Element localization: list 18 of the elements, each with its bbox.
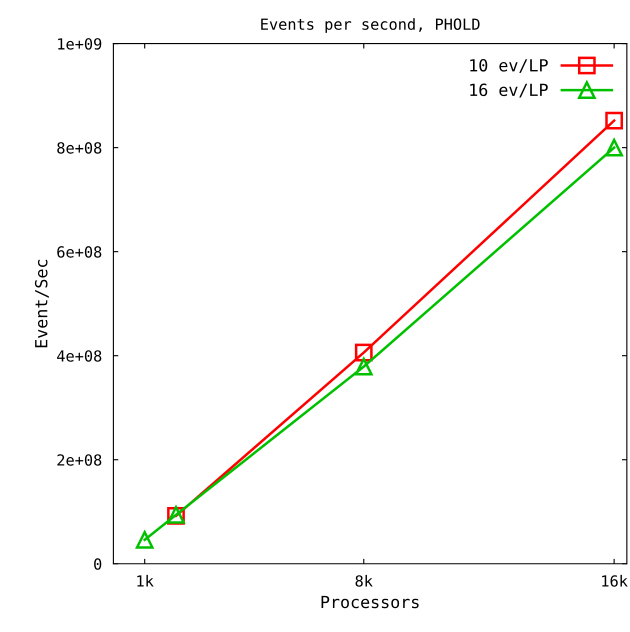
x-tick-label: 1k — [137, 574, 154, 587]
point — [605, 112, 624, 130]
y-tick-label: 4e+08 — [57, 350, 102, 362]
y-tick-label: 0 — [94, 558, 102, 570]
y-tick-label: 8e+08 — [57, 142, 102, 154]
point — [136, 530, 154, 549]
legend-label: 10 ev/LP — [470, 58, 548, 73]
legend-label: 16 ev/LP — [470, 84, 548, 98]
y-tick-label: 2e+08 — [57, 454, 102, 466]
x-tick-label: 8k — [356, 574, 373, 587]
x-tick-label: 16k — [602, 574, 628, 587]
y-tick-label: 6e+08 — [57, 246, 102, 258]
y-axis-title: Event/Sec — [34, 260, 49, 348]
point — [605, 138, 624, 157]
chart-title: Events per second, PHOLD — [261, 18, 480, 33]
y-tick-label: 1e+09 — [58, 38, 102, 50]
point — [354, 358, 373, 376]
x-axis-title: Processors — [322, 596, 419, 608]
